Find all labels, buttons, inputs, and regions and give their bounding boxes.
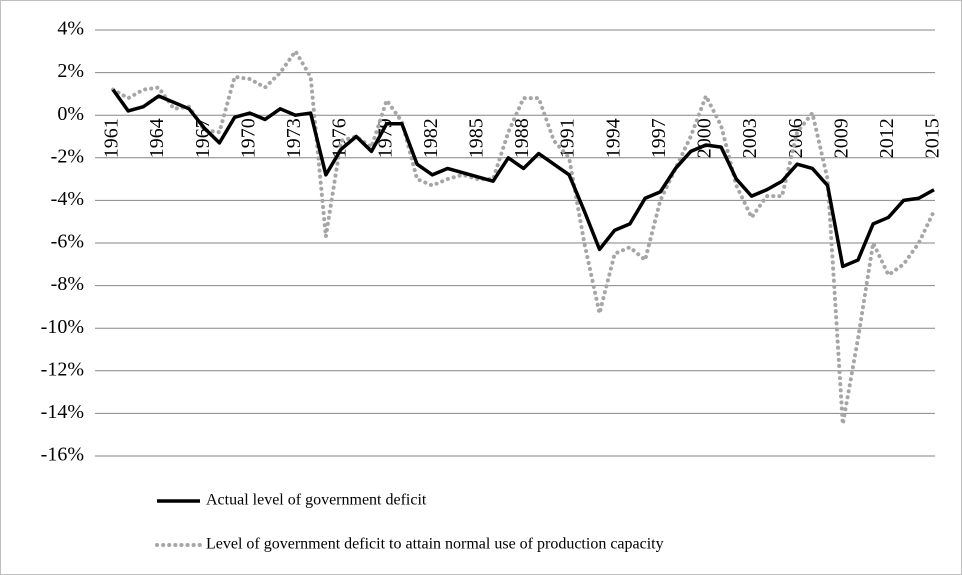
x-tick-label: 1982 bbox=[420, 118, 442, 158]
y-tick-label: 2% bbox=[57, 60, 84, 82]
x-tick-label: 1961 bbox=[101, 118, 123, 158]
x-tick-label: 2003 bbox=[739, 118, 761, 158]
y-tick-label: -6% bbox=[51, 231, 84, 253]
y-tick-label: -8% bbox=[51, 273, 84, 295]
x-tick-label: 2009 bbox=[830, 118, 852, 158]
x-tick-label: 1970 bbox=[237, 118, 259, 158]
x-tick-label: 1985 bbox=[465, 118, 487, 158]
y-tick-label: -2% bbox=[51, 145, 84, 167]
x-tick-label: 1994 bbox=[602, 118, 624, 158]
x-tick-label: 1988 bbox=[511, 118, 533, 158]
y-tick-label: -14% bbox=[41, 401, 84, 423]
x-tick-label: 2000 bbox=[694, 118, 716, 158]
y-tick-label: -12% bbox=[41, 358, 84, 380]
x-tick-label: 2012 bbox=[876, 118, 898, 158]
y-tick-label: 4% bbox=[57, 18, 84, 40]
series-line bbox=[111, 88, 935, 269]
x-tick-label: 1991 bbox=[557, 118, 579, 158]
x-tick-label: 1976 bbox=[329, 118, 351, 158]
y-tick-label: -10% bbox=[41, 316, 84, 338]
legend-label: Actual level of government deficit bbox=[206, 492, 427, 509]
x-tick-label: 1973 bbox=[283, 118, 305, 158]
y-tick-label: 0% bbox=[57, 103, 84, 125]
series-line bbox=[111, 49, 936, 427]
x-tick-label: 1967 bbox=[192, 118, 214, 158]
x-tick-label: 1979 bbox=[374, 118, 396, 158]
x-tick-label: 1997 bbox=[648, 118, 670, 158]
x-tick-label: 2015 bbox=[922, 118, 944, 158]
legend-label: Level of government deficit to attain no… bbox=[206, 536, 664, 553]
x-tick-label: 1964 bbox=[146, 118, 168, 158]
y-tick-label: -4% bbox=[51, 188, 84, 210]
y-tick-label: -16% bbox=[41, 444, 84, 466]
